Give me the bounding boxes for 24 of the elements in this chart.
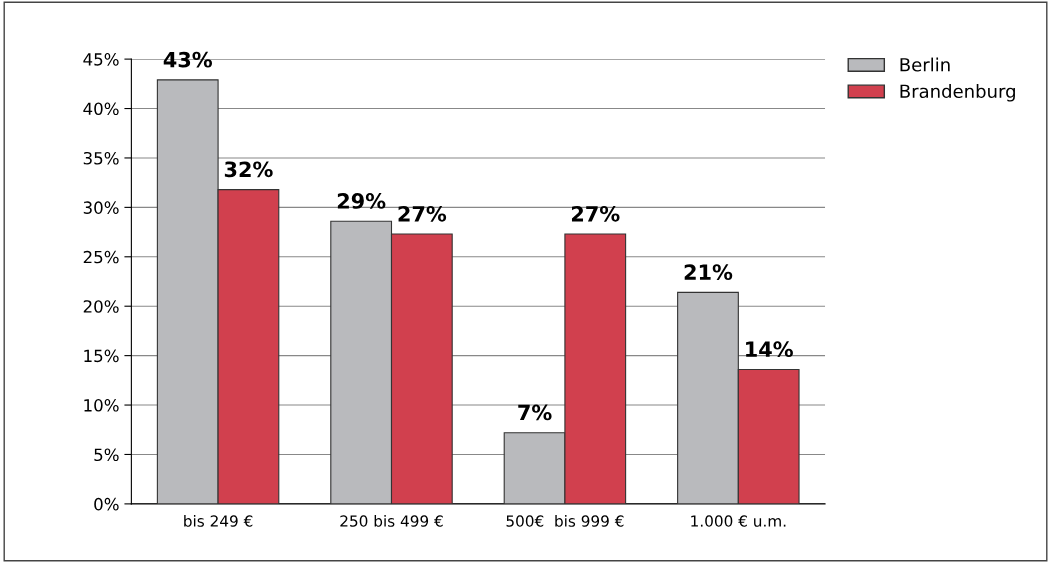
data-label: 27% (398, 205, 447, 222)
data-label: 14% (746, 341, 793, 358)
y-tick-label: 40% (83, 102, 119, 116)
data-label: 27% (571, 205, 620, 222)
data-label: 29% (337, 193, 386, 209)
y-tick-label: 30% (83, 201, 119, 214)
x-tick-label: 500€ bis 999 € (506, 515, 624, 527)
y-tick-label: 5% (94, 448, 119, 462)
x-tick-label: 1.000 € u.m. (691, 515, 786, 527)
data-label: 43% (163, 51, 212, 68)
data-label: 32% (224, 161, 273, 178)
y-tick-label: 15% (84, 349, 119, 363)
y-tick-label: 10% (84, 399, 119, 412)
legend-label: Berlin (900, 57, 950, 72)
data-label: 7% (518, 404, 552, 421)
y-tick-label: 35% (83, 151, 119, 165)
x-tick-label: bis 249 € (184, 515, 253, 527)
y-tick-label: 20% (83, 300, 119, 313)
y-tick-label: 45% (83, 53, 119, 66)
legend-label: Brandenburg (900, 84, 1015, 102)
data-label: 21% (684, 264, 733, 280)
y-tick-label: 0% (94, 497, 119, 511)
y-tick-label: 25% (83, 250, 119, 264)
x-tick-label: 250 bis 499 € (340, 515, 443, 527)
